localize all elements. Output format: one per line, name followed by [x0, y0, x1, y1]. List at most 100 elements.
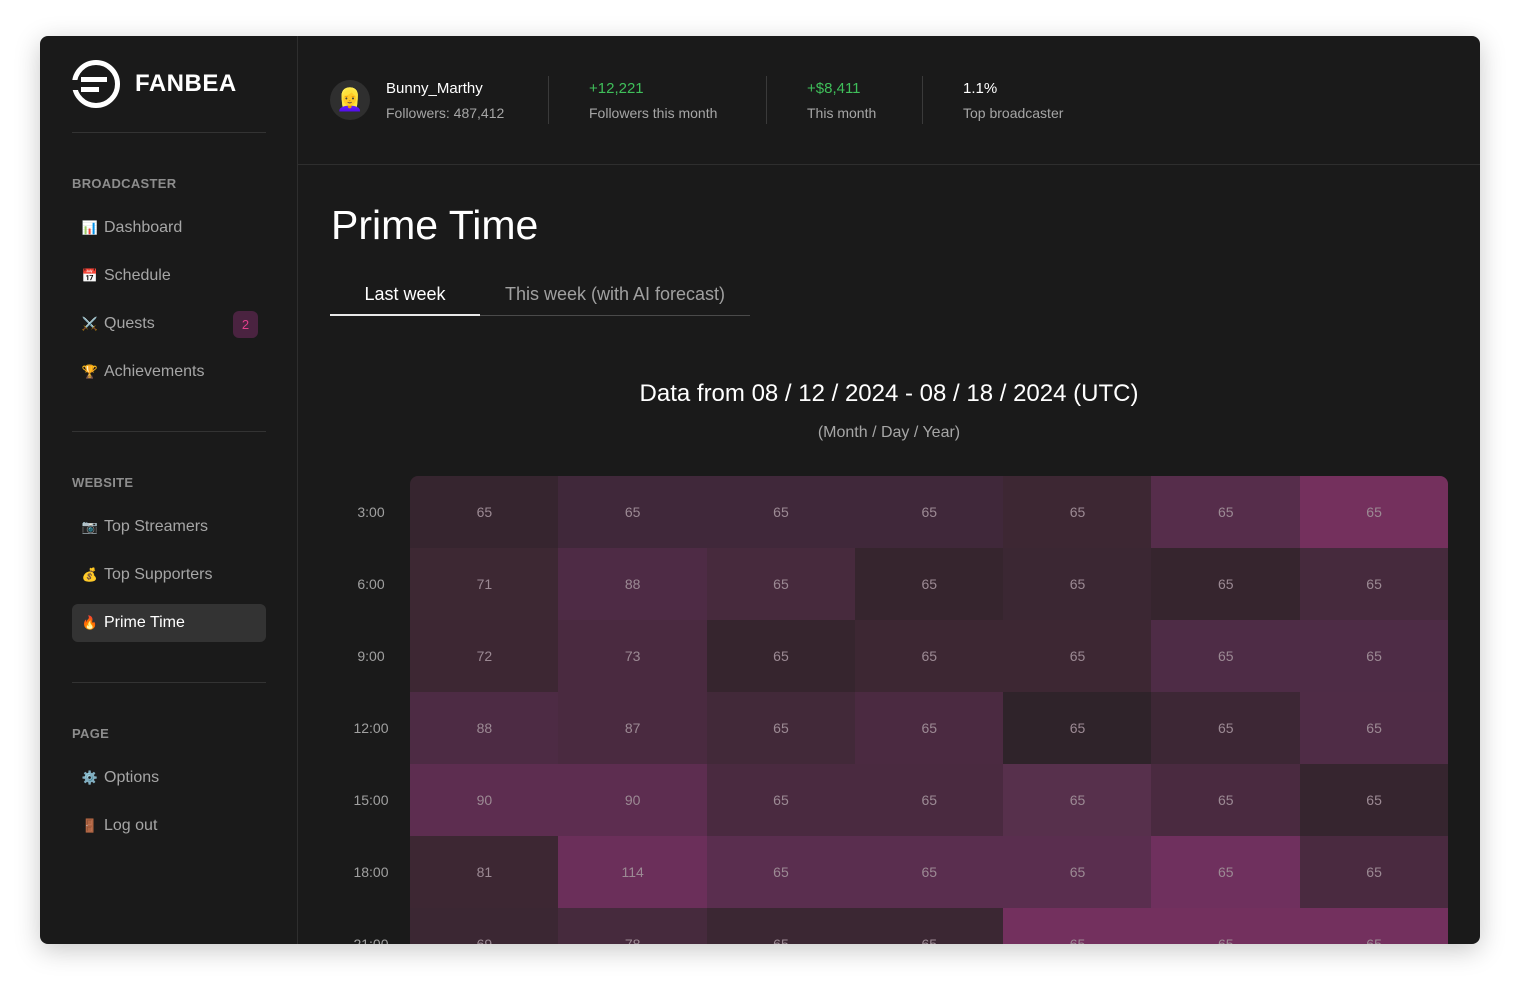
heatmap-cell[interactable]: 65: [1299, 836, 1448, 908]
heatmap-cell[interactable]: 65: [854, 620, 1004, 692]
stat-earnings-month: +$8,411 This month: [807, 80, 876, 121]
fanbea-logo-icon: [72, 60, 120, 108]
sidebar-divider: [72, 431, 266, 432]
stat-divider: [922, 76, 923, 124]
heatmap-cell[interactable]: 69: [410, 908, 559, 944]
tab-this-week-forecast[interactable]: This week (with AI forecast): [480, 284, 750, 316]
heatmap-cell[interactable]: 65: [410, 476, 559, 548]
heatmap-cell[interactable]: 65: [1299, 908, 1448, 944]
page-title: Prime Time: [331, 202, 539, 248]
heatmap-cell[interactable]: 88: [410, 692, 559, 764]
heatmap-cell[interactable]: 88: [558, 548, 708, 620]
heatmap-cell[interactable]: 65: [1003, 476, 1152, 548]
prime-time-heatmap: 65 65 65 65 65 65 65 71 88 65 65 65 65 65 72 73 65 65 65 65…: [410, 476, 1448, 944]
stat-followers-month: +12,221 Followers this month: [589, 80, 717, 121]
dashboard-chart-icon: 📊: [81, 220, 99, 235]
heatmap-cell[interactable]: 65: [854, 548, 1004, 620]
sidebar-divider: [72, 132, 266, 133]
heatmap-row-label: 6:00: [357, 576, 385, 592]
heatmap-cell[interactable]: 65: [854, 836, 1004, 908]
camera-icon: 📷: [81, 519, 99, 534]
stat-label: Top broadcaster: [963, 105, 1064, 121]
sidebar-item-schedule[interactable]: 📅 Schedule: [72, 257, 266, 295]
heatmap-cell[interactable]: 87: [558, 692, 708, 764]
sidebar-item-quests[interactable]: ⚔️ Quests 2: [72, 305, 266, 343]
heatmap-cell[interactable]: 65: [1151, 476, 1301, 548]
heatmap-row-label: 3:00: [357, 504, 385, 520]
heatmap-cell[interactable]: 65: [1299, 620, 1448, 692]
heatmap-cell[interactable]: 65: [1151, 548, 1301, 620]
sidebar-item-label: Log out: [104, 817, 158, 834]
heatmap-cell[interactable]: 65: [1151, 764, 1301, 836]
sidebar-item-top-streamers[interactable]: 📷 Top Streamers: [72, 508, 266, 546]
sidebar-item-label: Prime Time: [104, 614, 185, 631]
heatmap-cell[interactable]: 65: [1151, 620, 1301, 692]
heatmap-cell[interactable]: 65: [1003, 692, 1152, 764]
heatmap-cell[interactable]: 65: [1003, 764, 1152, 836]
heatmap-cell[interactable]: 81: [410, 836, 559, 908]
heatmap-cell[interactable]: 65: [706, 548, 856, 620]
heatmap-cell[interactable]: 65: [706, 692, 856, 764]
heatmap-cell[interactable]: 65: [854, 908, 1004, 944]
heatmap-cell[interactable]: 90: [410, 764, 559, 836]
gear-icon: ⚙️: [81, 770, 99, 785]
heatmap-cell[interactable]: 65: [854, 476, 1004, 548]
brand-logo[interactable]: FANBEA: [72, 60, 237, 108]
sidebar-item-dashboard[interactable]: 📊 Dashboard: [72, 209, 266, 247]
avatar[interactable]: 👱‍♀️: [330, 80, 370, 120]
heatmap-cell[interactable]: 72: [410, 620, 559, 692]
heatmap-cell[interactable]: 65: [706, 620, 856, 692]
heatmap-row-label: 21:00: [353, 936, 389, 944]
stat-value: 1.1%: [963, 80, 998, 97]
heatmap-cell[interactable]: 65: [706, 476, 856, 548]
username: Bunny_Marthy: [386, 80, 483, 97]
heatmap-cell[interactable]: 65: [1003, 548, 1152, 620]
heatmap-cell[interactable]: 78: [558, 908, 708, 944]
heatmap-cell[interactable]: 65: [1299, 476, 1448, 548]
sidebar-item-label: Quests: [104, 315, 155, 332]
heatmap-cell[interactable]: 65: [854, 692, 1004, 764]
heatmap-cell[interactable]: 114: [558, 836, 708, 908]
stat-top-broadcaster: 1.1% Top broadcaster: [963, 80, 1063, 121]
heatmap-cell[interactable]: 65: [1003, 836, 1152, 908]
fire-icon: 🔥: [81, 615, 99, 630]
heatmap-cell[interactable]: 65: [1003, 908, 1152, 944]
trophy-icon: 🏆: [81, 364, 99, 379]
sidebar-item-prime-time[interactable]: 🔥 Prime Time: [72, 604, 266, 642]
heatmap-cell[interactable]: 65: [706, 836, 856, 908]
section-label-website: WEBSITE: [72, 475, 134, 490]
heatmap-cell[interactable]: 73: [558, 620, 708, 692]
stat-value: +12,221: [589, 80, 644, 97]
sidebar-item-top-supporters[interactable]: 💰 Top Supporters: [72, 556, 266, 594]
heatmap-cell[interactable]: 65: [1151, 836, 1301, 908]
tab-last-week[interactable]: Last week: [330, 284, 480, 316]
heatmap-cell[interactable]: 65: [706, 908, 856, 944]
stat-divider: [548, 76, 549, 124]
heatmap-cell[interactable]: 65: [854, 764, 1004, 836]
heatmap-cell[interactable]: 65: [1003, 620, 1152, 692]
quests-count-badge: 2: [233, 311, 258, 338]
door-icon: 🚪: [81, 818, 99, 833]
heatmap-cell[interactable]: 65: [558, 476, 708, 548]
heatmap-row-label: 15:00: [353, 792, 389, 808]
sidebar-item-options[interactable]: ⚙️ Options: [72, 759, 266, 797]
heatmap-cell[interactable]: 65: [1151, 692, 1301, 764]
heatmap-row-label: 18:00: [353, 864, 389, 880]
heatmap-cell[interactable]: 65: [1151, 908, 1301, 944]
sidebar-item-log-out[interactable]: 🚪 Log out: [72, 807, 266, 845]
sidebar-item-achievements[interactable]: 🏆 Achievements: [72, 353, 266, 391]
stat-value: +$8,411: [807, 80, 861, 97]
sidebar-divider: [72, 682, 266, 683]
heatmap-cell[interactable]: 71: [410, 548, 559, 620]
heatmap-cell[interactable]: 65: [706, 764, 856, 836]
heatmap-cell[interactable]: 90: [558, 764, 708, 836]
heatmap-cell[interactable]: 65: [1299, 692, 1448, 764]
sidebar-item-label: Top Streamers: [104, 518, 209, 535]
heatmap-cell[interactable]: 65: [1299, 764, 1448, 836]
follower-count: Followers: 487,412: [386, 105, 505, 121]
heatmap-cell[interactable]: 65: [1299, 548, 1448, 620]
heatmap-row-label: 9:00: [357, 648, 385, 664]
header-stats-bar: 👱‍♀️ Bunny_Marthy Followers: 487,412 +12…: [298, 36, 1480, 165]
sidebar-item-label: Schedule: [104, 267, 171, 284]
date-range-title: Data from 08 / 12 / 2024 - 08 / 18 / 202…: [639, 380, 1139, 407]
